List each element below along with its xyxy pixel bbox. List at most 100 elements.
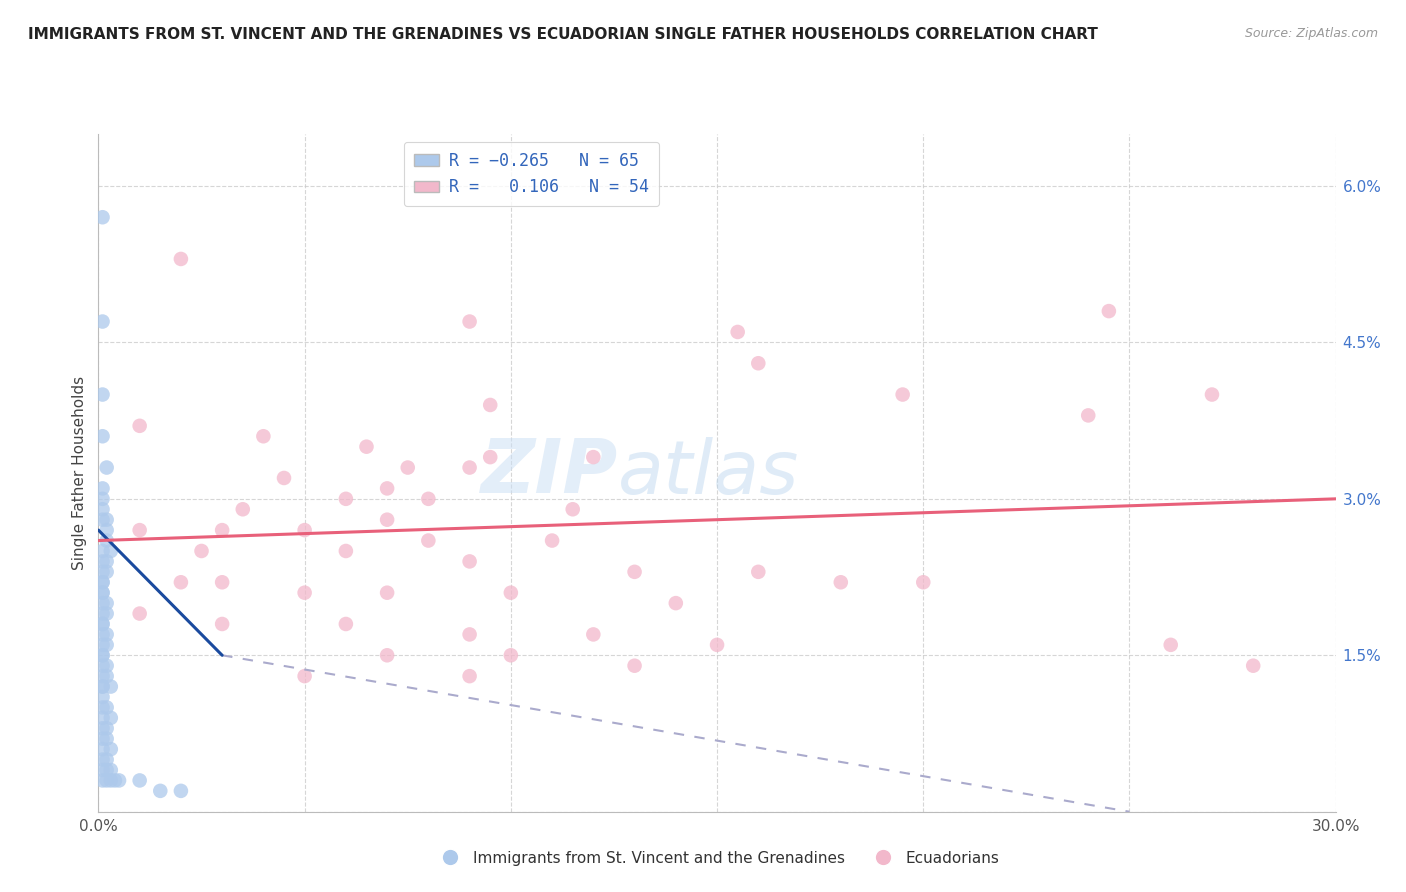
Point — [96, 513, 118, 527]
Point — [458, 460, 481, 475]
Text: ZIP: ZIP — [481, 436, 619, 509]
Point — [458, 669, 481, 683]
Point — [91, 502, 114, 516]
Point — [100, 544, 122, 558]
Point — [96, 627, 118, 641]
Point — [91, 648, 114, 663]
Point — [91, 658, 114, 673]
Point — [91, 711, 114, 725]
Point — [96, 753, 118, 767]
Y-axis label: Single Father Households: Single Father Households — [72, 376, 87, 570]
Point — [623, 565, 645, 579]
Point — [335, 544, 357, 558]
Point — [727, 325, 749, 339]
Point — [211, 575, 233, 590]
Point — [96, 763, 118, 777]
Point — [1241, 658, 1264, 673]
Point — [96, 523, 118, 537]
Point — [1201, 387, 1223, 401]
Point — [91, 731, 114, 746]
Point — [232, 502, 254, 516]
Point — [91, 565, 114, 579]
Point — [458, 314, 481, 328]
Point — [706, 638, 728, 652]
Point — [91, 753, 114, 767]
Point — [458, 627, 481, 641]
Point — [91, 596, 114, 610]
Point — [211, 617, 233, 632]
Point — [170, 575, 193, 590]
Point — [561, 502, 583, 516]
Point — [418, 491, 440, 506]
Point — [149, 784, 172, 798]
Text: IMMIGRANTS FROM ST. VINCENT AND THE GRENADINES VS ECUADORIAN SINGLE FATHER HOUSE: IMMIGRANTS FROM ST. VINCENT AND THE GREN… — [28, 27, 1098, 42]
Point — [96, 700, 118, 714]
Point — [891, 387, 914, 401]
Point — [1160, 638, 1182, 652]
Point — [541, 533, 564, 548]
Point — [418, 533, 440, 548]
Point — [128, 607, 150, 621]
Point — [335, 617, 357, 632]
Point — [375, 585, 398, 599]
Point — [91, 429, 114, 443]
Point — [91, 721, 114, 735]
Point — [335, 491, 357, 506]
Point — [375, 513, 398, 527]
Point — [91, 680, 114, 694]
Point — [396, 460, 419, 475]
Point — [273, 471, 295, 485]
Point — [747, 356, 769, 370]
Point — [91, 482, 114, 496]
Point — [211, 523, 233, 537]
Point — [100, 773, 122, 788]
Point — [100, 680, 122, 694]
Point — [91, 513, 114, 527]
Point — [96, 460, 118, 475]
Point — [747, 565, 769, 579]
Point — [1098, 304, 1121, 318]
Point — [91, 575, 114, 590]
Point — [104, 773, 127, 788]
Point — [170, 784, 193, 798]
Point — [356, 440, 378, 454]
Point — [479, 398, 502, 412]
Point — [96, 721, 118, 735]
Point — [91, 211, 114, 225]
Point — [582, 627, 605, 641]
Point — [91, 544, 114, 558]
Point — [252, 429, 274, 443]
Point — [582, 450, 605, 464]
Point — [91, 314, 114, 328]
Point — [91, 763, 114, 777]
Point — [128, 418, 150, 433]
Legend: Immigrants from St. Vincent and the Grenadines, Ecuadorians: Immigrants from St. Vincent and the Gren… — [429, 845, 1005, 871]
Point — [91, 638, 114, 652]
Point — [294, 585, 316, 599]
Point — [91, 617, 114, 632]
Point — [100, 763, 122, 777]
Point — [375, 648, 398, 663]
Point — [96, 638, 118, 652]
Point — [623, 658, 645, 673]
Point — [190, 544, 212, 558]
Point — [91, 554, 114, 568]
Point — [479, 450, 502, 464]
Point — [96, 658, 118, 673]
Point — [665, 596, 688, 610]
Point — [108, 773, 131, 788]
Point — [91, 742, 114, 756]
Point — [91, 585, 114, 599]
Point — [91, 607, 114, 621]
Point — [100, 711, 122, 725]
Point — [499, 648, 522, 663]
Point — [96, 533, 118, 548]
Point — [294, 523, 316, 537]
Point — [96, 669, 118, 683]
Text: Source: ZipAtlas.com: Source: ZipAtlas.com — [1244, 27, 1378, 40]
Point — [96, 731, 118, 746]
Point — [91, 648, 114, 663]
Point — [128, 773, 150, 788]
Point — [91, 491, 114, 506]
Point — [91, 690, 114, 704]
